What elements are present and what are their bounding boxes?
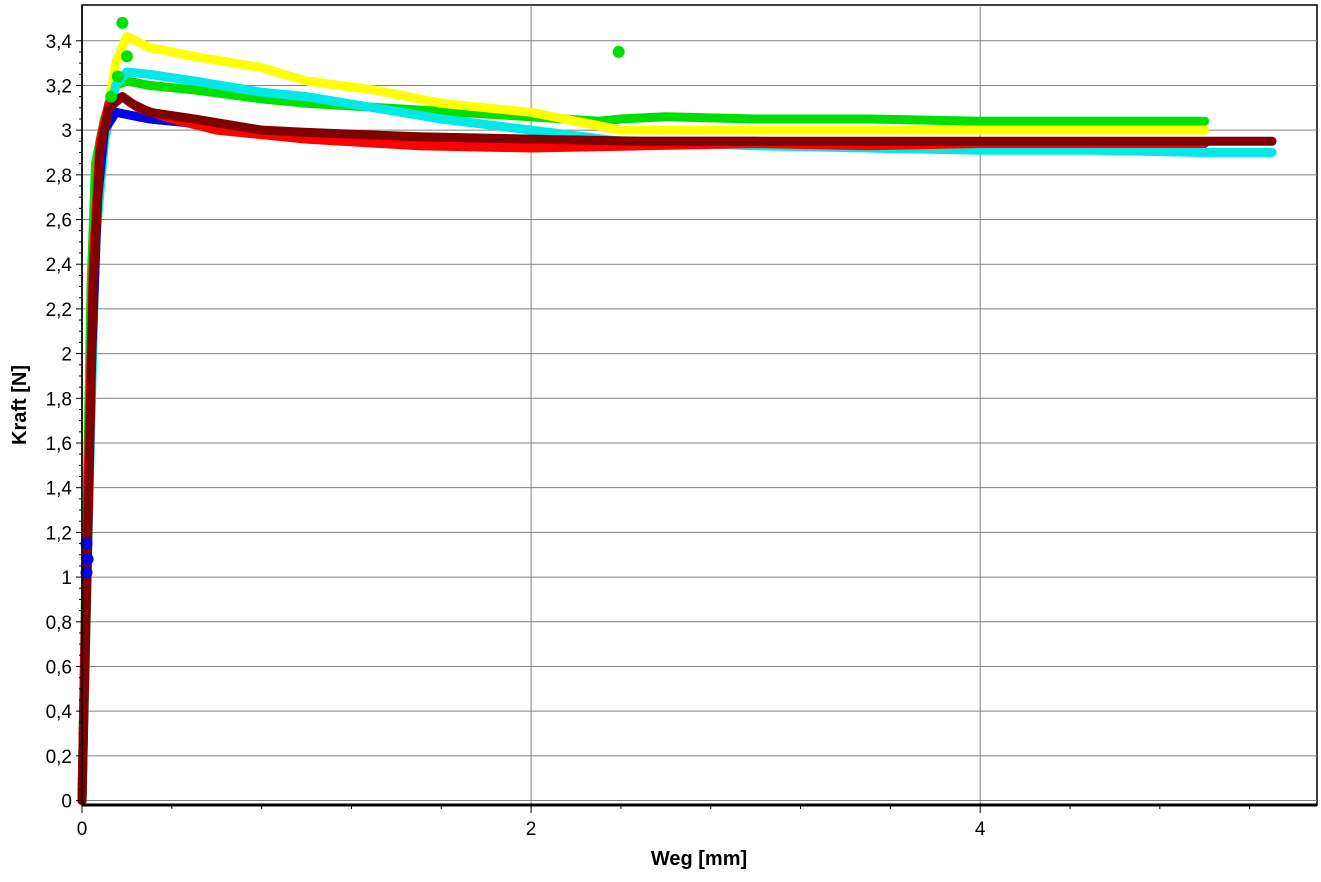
- x-tick-label: 4: [975, 819, 986, 840]
- y-tick-label: 0,8: [46, 613, 72, 634]
- series-line-6: [77, 92, 1277, 805]
- data-marker: [80, 566, 93, 579]
- y-tick-label: 0,4: [46, 702, 73, 723]
- x-tick-label: 2: [526, 819, 537, 840]
- y-tick-label: 2,6: [46, 211, 72, 232]
- data-marker: [120, 50, 133, 63]
- axes-layer: 0 0,2 0,4 0,6 0,8 1 1,2 1,4 1,6 1,8 2 2,2 2,4 2,6 2,8 3…: [46, 5, 1317, 840]
- data-marker: [80, 537, 93, 550]
- data-marker: [111, 70, 124, 83]
- y-tick-label: 1,4: [46, 479, 73, 500]
- series-layer: [77, 31, 1277, 805]
- y-tick-label: 3,4: [46, 32, 73, 53]
- y-tick-label: 1,8: [46, 389, 72, 410]
- y-tick-label: 2,8: [46, 166, 72, 187]
- y-tick-label: 1,2: [46, 523, 72, 544]
- data-marker: [81, 553, 94, 566]
- y-axis-label: Kraft [N]: [9, 365, 31, 445]
- data-marker: [105, 90, 118, 103]
- y-tick-label: 0: [61, 792, 72, 813]
- marker-layer: [80, 16, 625, 579]
- y-tick-label: 1,6: [46, 434, 72, 455]
- x-tick-label: 0: [77, 819, 88, 840]
- y-tick-label: 1: [61, 568, 72, 589]
- y-tick-label: 3,2: [46, 76, 72, 97]
- y-tick-label: 2,4: [46, 255, 73, 276]
- y-tick-label: 3: [61, 121, 72, 142]
- y-tick-label: 2,2: [46, 300, 72, 321]
- x-axis-label: Weg [mm]: [651, 848, 747, 870]
- data-marker: [116, 16, 129, 29]
- data-marker: [612, 45, 625, 58]
- y-tick-label: 2: [61, 345, 72, 366]
- y-tick-label: 0,2: [46, 747, 72, 768]
- y-tick-label: 0,6: [46, 657, 72, 678]
